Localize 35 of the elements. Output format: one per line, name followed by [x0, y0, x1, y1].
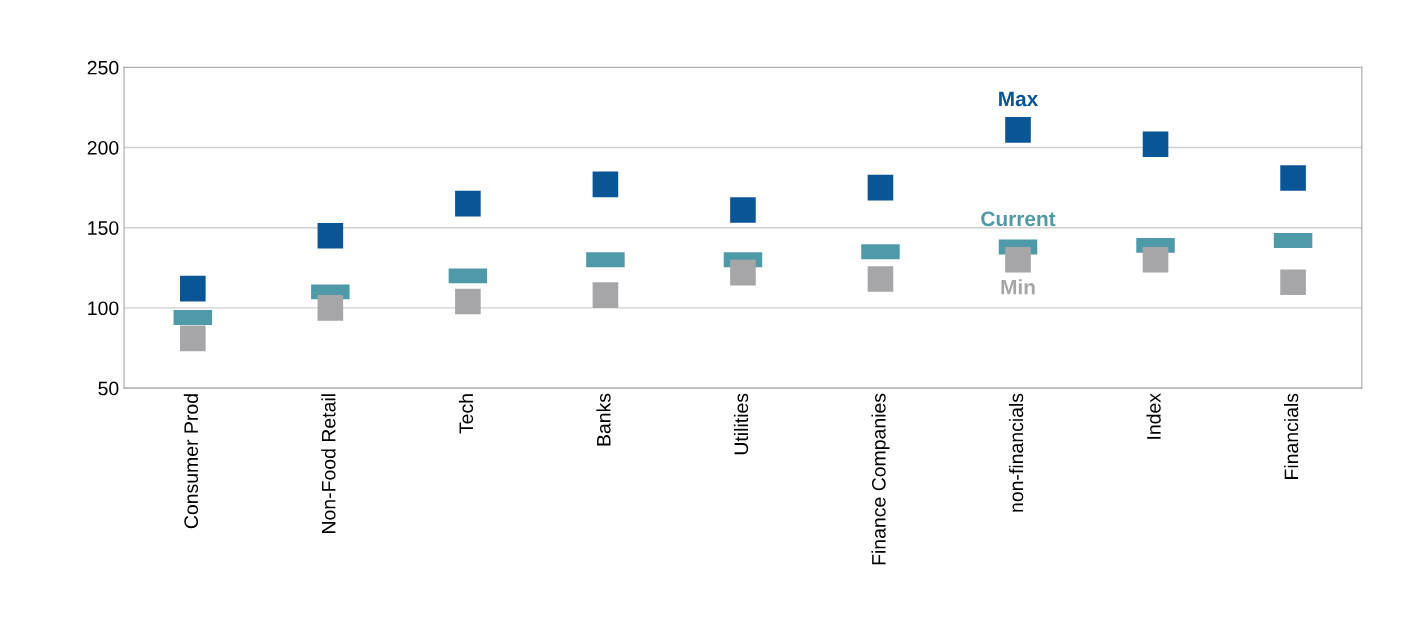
x-tick-label: non-financials — [1008, 393, 1024, 512]
x-tick-label: Finance Companies — [871, 393, 890, 565]
point — [592, 282, 619, 308]
point — [455, 288, 481, 315]
point — [180, 275, 206, 302]
point — [1005, 246, 1031, 273]
point — [867, 174, 894, 201]
y-tick-label: 100 — [88, 301, 119, 316]
point — [730, 259, 756, 286]
x-tick-label: Financials — [1284, 393, 1299, 479]
x-tick-label: Non-Food Retail — [321, 394, 336, 533]
point — [867, 266, 894, 292]
y-tick-label: 200 — [87, 140, 119, 155]
point — [592, 171, 619, 198]
series-label: Min — [1001, 279, 1035, 295]
point — [455, 190, 481, 217]
point — [180, 325, 206, 352]
point — [1280, 165, 1306, 191]
point — [1142, 131, 1169, 158]
x-tick-label: Banks — [596, 393, 611, 446]
x-tick-label: Consumer Prod — [183, 394, 199, 529]
y-tick-label: 250 — [87, 60, 119, 75]
series-label: Max — [999, 91, 1039, 107]
point — [317, 295, 344, 321]
point — [1142, 246, 1169, 273]
x-tick-label: Utilities — [733, 393, 749, 455]
y-tick-label: 50 — [98, 381, 119, 396]
point — [730, 197, 756, 223]
x-tick-label: Index — [1146, 393, 1161, 439]
x-tick-label: Tech — [458, 394, 474, 434]
series-label: Current — [981, 211, 1056, 227]
point — [317, 222, 344, 249]
point — [1280, 269, 1306, 296]
y-tick-label: 150 — [88, 221, 119, 235]
point — [1005, 117, 1031, 143]
